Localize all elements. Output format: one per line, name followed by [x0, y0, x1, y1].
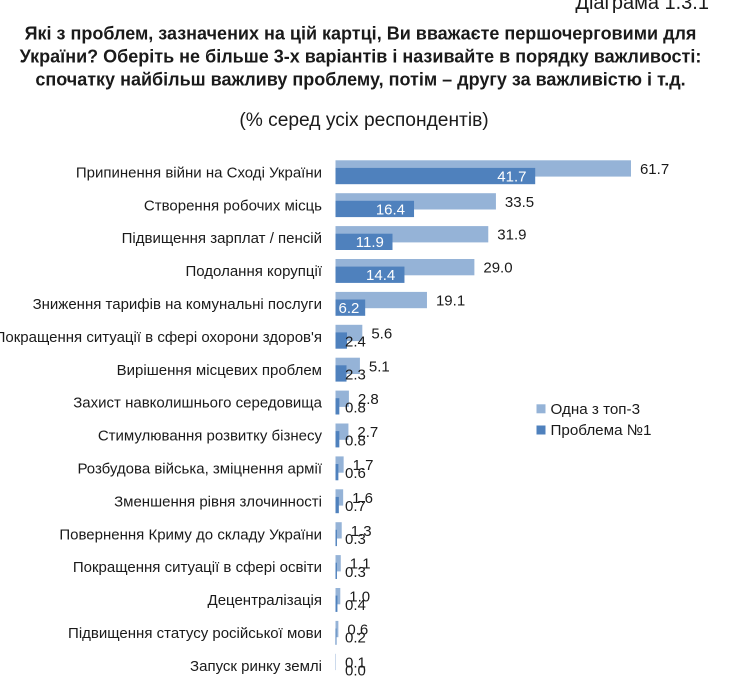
- svg-text:Які з проблем, зазначених на ц: Які з проблем, зазначених на цій картці,…: [25, 24, 697, 44]
- svg-text:Діаграма 1.3.1: Діаграма 1.3.1: [575, 0, 709, 14]
- svg-text:Вирішення місцевих проблем: Вирішення місцевих проблем: [117, 362, 322, 379]
- svg-text:11.9: 11.9: [356, 234, 384, 251]
- svg-text:1.3: 1.3: [351, 523, 372, 540]
- svg-text:2.8: 2.8: [358, 391, 379, 408]
- svg-text:Запуск ринку землі: Запуск ринку землі: [190, 658, 322, 675]
- svg-text:Стимулювання розвитку бізнесу: Стимулювання розвитку бізнесу: [98, 428, 323, 445]
- svg-text:61.7: 61.7: [640, 161, 669, 178]
- svg-text:0.3: 0.3: [345, 531, 366, 548]
- svg-text:33.5: 33.5: [505, 194, 534, 211]
- svg-text:Припинення війни на Сході Укра: Припинення війни на Сході України: [76, 164, 322, 181]
- svg-text:Одна з топ-3: Одна з топ-3: [551, 401, 641, 418]
- svg-text:1.0: 1.0: [349, 589, 370, 606]
- svg-text:2.3: 2.3: [345, 367, 366, 384]
- svg-text:Покращення ситуації в сфері ох: Покращення ситуації в сфері охорони здор…: [0, 329, 322, 346]
- svg-text:Повернення Криму до складу Укр: Повернення Криму до складу України: [59, 526, 322, 543]
- svg-text:Проблема №1: Проблема №1: [551, 422, 652, 439]
- svg-text:1.7: 1.7: [353, 457, 374, 474]
- svg-text:1.6: 1.6: [352, 490, 373, 507]
- svg-text:14.4: 14.4: [366, 267, 395, 284]
- svg-text:6.2: 6.2: [339, 300, 360, 317]
- svg-text:спочатку найбільш важливу проб: спочатку найбільш важливу проблему, поті…: [35, 70, 685, 90]
- svg-text:0.4: 0.4: [345, 597, 366, 614]
- svg-text:0.7: 0.7: [345, 498, 366, 515]
- svg-text:Покращення ситуації в сфері ос: Покращення ситуації в сфері освіти: [73, 559, 322, 576]
- svg-text:Захист навколишнього середовищ: Захист навколишнього середовища: [73, 395, 322, 412]
- svg-text:України? Оберіть не більше 3-х: України? Оберіть не більше 3-х варіантів…: [20, 47, 702, 67]
- svg-text:5.6: 5.6: [371, 325, 392, 342]
- svg-text:0.6: 0.6: [345, 465, 366, 482]
- svg-text:19.1: 19.1: [436, 293, 465, 310]
- svg-text:2.4: 2.4: [345, 334, 366, 351]
- svg-text:Децентралізація: Децентралізація: [208, 592, 322, 609]
- svg-text:Підвищення статусу російської: Підвищення статусу російської мови: [68, 625, 322, 642]
- svg-text:Розбудова війська, зміцнення а: Розбудова війська, зміцнення армії: [77, 461, 322, 478]
- svg-text:29.0: 29.0: [483, 260, 512, 277]
- svg-text:Зниження тарифів на комунальні: Зниження тарифів на комунальні послуги: [33, 296, 322, 313]
- svg-text:0.8: 0.8: [345, 399, 366, 416]
- svg-text:2.7: 2.7: [357, 424, 378, 441]
- svg-text:0.1: 0.1: [345, 654, 366, 671]
- svg-text:Підвищення зарплат / пенсій: Підвищення зарплат / пенсій: [122, 230, 322, 247]
- svg-text:(% серед усіх респондентів): (% серед усіх респондентів): [239, 110, 488, 131]
- svg-text:Подолання корупції: Подолання корупції: [186, 263, 323, 280]
- svg-text:Зменшення рівня злочинності: Зменшення рівня злочинності: [114, 493, 322, 510]
- svg-text:31.9: 31.9: [497, 227, 526, 244]
- svg-text:Створення робочих місць: Створення робочих місць: [144, 197, 322, 214]
- svg-text:5.1: 5.1: [369, 358, 390, 375]
- svg-text:0.6: 0.6: [347, 622, 368, 639]
- svg-text:16.4: 16.4: [376, 201, 405, 218]
- svg-text:41.7: 41.7: [497, 168, 526, 185]
- svg-text:1.1: 1.1: [350, 556, 371, 573]
- svg-text:0.3: 0.3: [345, 564, 366, 581]
- svg-text:0.8: 0.8: [345, 432, 366, 449]
- svg-text:0.2: 0.2: [345, 630, 366, 647]
- svg-text:0.0: 0.0: [345, 663, 366, 680]
